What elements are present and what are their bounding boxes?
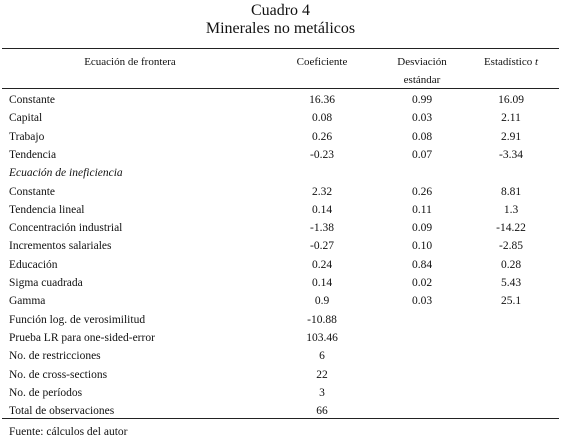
header-std-deviation-line2: estándar <box>403 74 441 86</box>
coefficient-cell: 22 <box>316 368 328 381</box>
t-statistic-cell: 2.11 <box>501 112 521 125</box>
table-row: Trabajo 0.26 0.08 2.91 <box>0 128 561 146</box>
row-label: Trabajo <box>9 130 45 143</box>
table-row: Función log. de verosimilitud -10.88 <box>0 311 561 329</box>
table-row: Prueba LR para one-sided-error 103.46 <box>0 329 561 347</box>
std-deviation-cell: 0.26 <box>411 185 433 198</box>
table-row: Incrementos salariales -0.27 0.10 -2.85 <box>0 237 561 255</box>
row-label: Gamma <box>9 295 46 308</box>
row-label: Total de observaciones <box>9 405 115 418</box>
std-deviation-cell: 0.07 <box>411 148 433 161</box>
coefficient-cell: -10.88 <box>307 313 337 326</box>
t-statistic-cell: 0.28 <box>500 258 522 271</box>
coefficient-cell: -0.23 <box>310 148 334 161</box>
coefficient-cell: 103.46 <box>306 331 338 344</box>
table-row: No. de cross-sections 22 <box>0 366 561 384</box>
table-row: Tendencia lineal 0.14 0.11 1.3 <box>0 201 561 219</box>
table-row: Tendencia -0.23 0.07 -3.34 <box>0 146 561 164</box>
source-note: Fuente: cálculos del autor <box>9 426 128 438</box>
t-statistic-cell: 5.43 <box>500 277 522 289</box>
bottom-rule <box>2 418 559 419</box>
coefficient-cell: 0.24 <box>311 258 333 271</box>
header-t-symbol: t <box>534 56 539 68</box>
row-label: Tendencia lineal <box>9 203 85 216</box>
coefficient-cell: 0.14 <box>311 277 333 289</box>
header-coefficient: Coeficiente <box>296 56 348 68</box>
t-statistic-cell: -14.22 <box>496 222 526 235</box>
coefficient-cell: 16.36 <box>309 94 335 106</box>
t-statistic-cell: 2.91 <box>500 130 522 143</box>
coefficient-cell: 0.26 <box>311 130 333 143</box>
coefficient-cell: 3 <box>319 386 325 399</box>
table-row: Concentración industrial -1.38 0.09 -14.22 <box>0 219 561 237</box>
row-label: Educación <box>9 258 58 271</box>
coefficient-cell: 66 <box>316 405 328 418</box>
t-statistic-cell: 8.81 <box>500 185 522 198</box>
row-label: Constante <box>9 185 55 198</box>
std-deviation-cell: 0.09 <box>411 222 433 235</box>
table-number: Cuadro 4 <box>250 2 311 19</box>
table-row: Sigma cuadrada 0.14 0.02 5.43 <box>0 274 561 292</box>
coefficient-cell: 2.32 <box>311 185 333 198</box>
row-label: Constante <box>9 94 55 106</box>
table-row: Educación 0.24 0.84 0.28 <box>0 256 561 274</box>
table-row: Constante 16.36 0.99 16.09 <box>0 91 561 109</box>
std-deviation-cell: 0.99 <box>411 94 433 106</box>
t-statistic-cell: 16.09 <box>498 94 524 106</box>
row-label: Incrementos salariales <box>9 240 112 253</box>
coefficient-cell: -1.38 <box>310 222 334 235</box>
top-rule <box>2 48 559 49</box>
std-deviation-cell: 0.84 <box>411 258 433 271</box>
table-row: No. de restricciones 6 <box>0 347 561 365</box>
row-label: Tendencia <box>9 148 57 161</box>
std-deviation-cell: 0.03 <box>411 295 433 308</box>
t-statistic-cell: 25.1 <box>500 295 522 308</box>
table-caption: Cuadro 4 Minerales no metálicos <box>0 2 561 38</box>
row-label: Ecuación de ineficiencia <box>9 167 123 180</box>
header-std-deviation-line1: Desviación <box>397 56 447 68</box>
row-label: Sigma cuadrada <box>9 277 83 289</box>
std-deviation-cell: 0.08 <box>411 130 433 143</box>
row-label: No. de períodos <box>9 386 83 399</box>
table-row: Capital 0.08 0.03 2.11 <box>0 109 561 127</box>
coefficient-cell: 0.08 <box>311 112 333 125</box>
std-deviation-cell: 0.10 <box>411 240 433 253</box>
t-statistic-cell: 1.3 <box>503 203 519 216</box>
row-label: Capital <box>9 112 43 125</box>
row-label: Concentración industrial <box>9 222 123 235</box>
row-label: Función log. de verosimilitud <box>9 313 146 326</box>
table-row: Ecuación de ineficiencia <box>0 164 561 182</box>
std-deviation-cell: 0.03 <box>411 112 433 125</box>
row-label: Prueba LR para one-sided-error <box>9 331 155 344</box>
table-row: Constante 2.32 0.26 8.81 <box>0 183 561 201</box>
t-statistic-cell: -3.34 <box>499 148 523 161</box>
header-rule <box>2 88 559 89</box>
header-equation: Ecuación de frontera <box>84 56 176 68</box>
std-deviation-cell: 0.11 <box>412 203 432 216</box>
row-label: No. de cross-sections <box>9 368 108 381</box>
header-t-statistic-label: Estadístico <box>483 56 533 68</box>
table-row: Total de observaciones 66 <box>0 402 561 420</box>
coefficient-cell: 0.14 <box>311 203 333 216</box>
coefficient-cell: 6 <box>319 350 325 363</box>
row-label: No. de restricciones <box>9 350 101 363</box>
table-row: No. de períodos 3 <box>0 384 561 402</box>
coefficient-cell: -0.27 <box>310 240 334 253</box>
t-statistic-cell: -2.85 <box>499 240 523 253</box>
coefficient-cell: 0.9 <box>314 295 330 308</box>
table-row: Gamma 0.9 0.03 25.1 <box>0 292 561 310</box>
table-title: Minerales no metálicos <box>205 20 356 37</box>
std-deviation-cell: 0.02 <box>411 277 433 289</box>
header-std-deviation: Desviación estándar <box>384 53 460 89</box>
header-t-statistic: Estadístico t <box>466 53 556 71</box>
